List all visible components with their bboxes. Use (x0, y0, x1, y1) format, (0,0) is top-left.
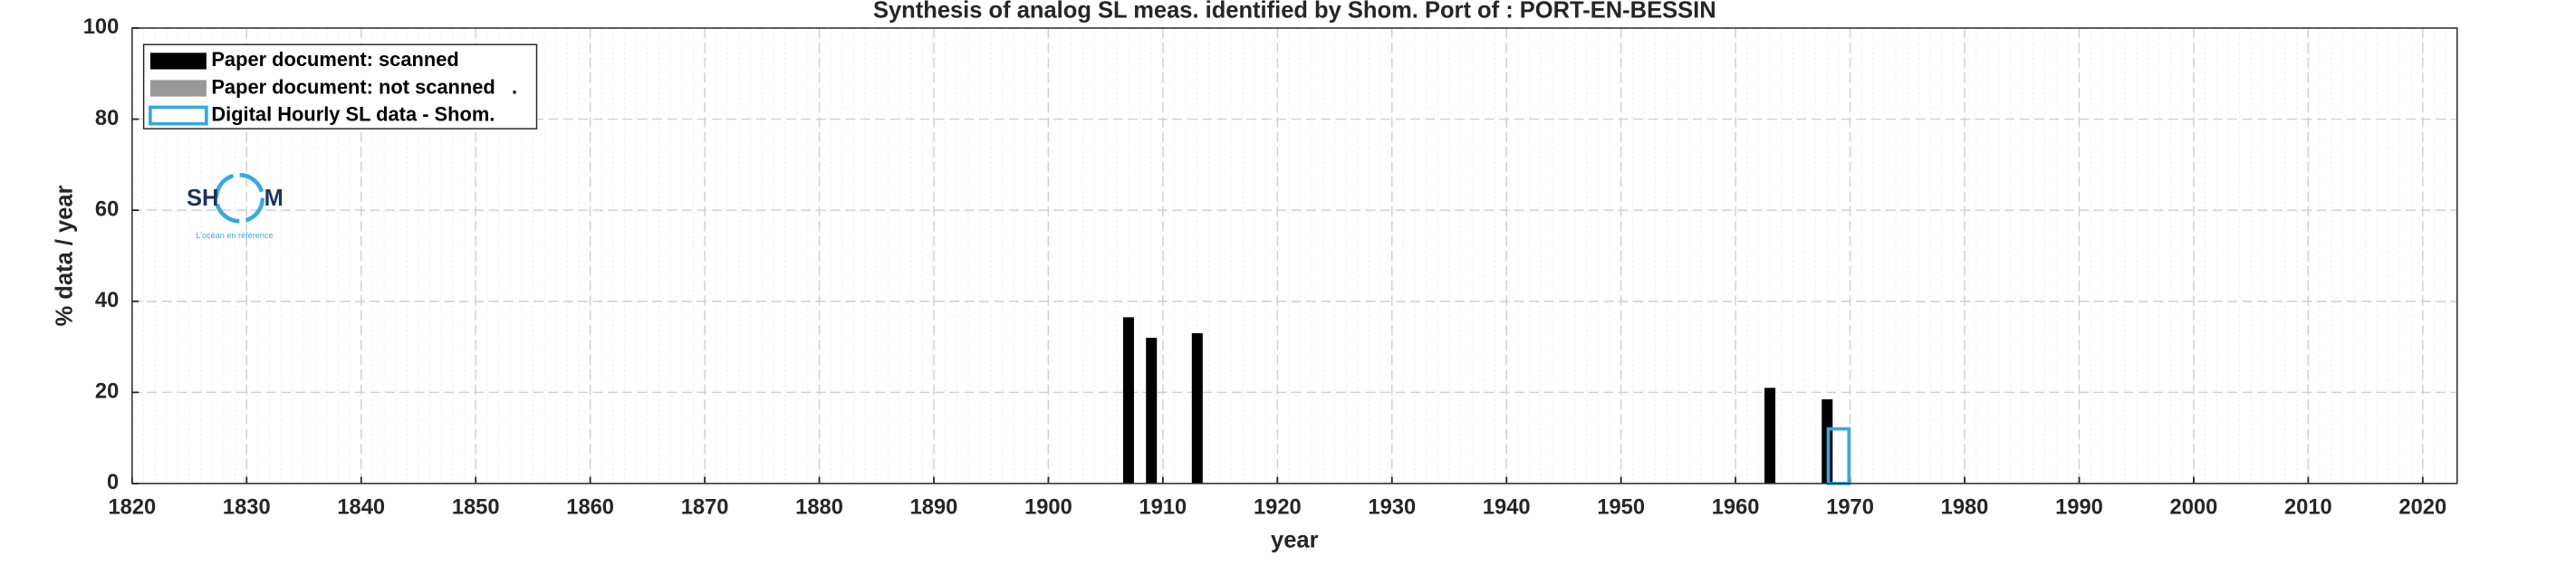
bar (1191, 332, 1203, 484)
x-tick-label: 2010 (2284, 495, 2332, 519)
x-tick-label: 1950 (1597, 495, 1645, 519)
x-tick-label: 1900 (1024, 495, 1072, 519)
logo: SH M L'océan en référence (187, 172, 284, 240)
x-tick-label: 2000 (2170, 495, 2218, 519)
bar (1122, 317, 1134, 484)
chart-title: Synthesis of analog SL meas. identified … (873, 0, 1716, 23)
legend-swatch (149, 53, 207, 70)
y-axis-label: % data / year (53, 185, 78, 326)
y-tick-label: 40 (95, 289, 119, 312)
x-tick-label: 1840 (337, 495, 385, 519)
x-tick-label: 2020 (2398, 495, 2446, 519)
x-tick-label: 1910 (1139, 495, 1187, 519)
legend: Paper document: scanned Paper document: n… (142, 43, 538, 130)
x-tick-label: 1890 (910, 495, 958, 519)
x-tick-label: 1980 (1941, 495, 1989, 519)
x-tick-label: 1940 (1483, 495, 1531, 519)
x-tick-label: 1860 (566, 495, 614, 519)
y-tick-label: 0 (107, 471, 119, 494)
x-tick-label: 1920 (1254, 495, 1302, 519)
x-tick-label: 1930 (1368, 495, 1416, 519)
x-axis-label: year (1271, 527, 1319, 552)
legend-label: Paper document: scanned (211, 48, 458, 71)
legend-swatch (149, 80, 207, 97)
bar (1764, 388, 1776, 484)
y-tick-label: 60 (95, 197, 119, 221)
x-tick-label: 1820 (108, 495, 156, 519)
x-tick-label: 1850 (452, 495, 500, 519)
legend-label: Paper document: not scanned . (211, 75, 517, 98)
bar (1146, 337, 1158, 484)
logo-text: SH (187, 186, 218, 211)
axes-box (131, 27, 2458, 484)
x-tick-label: 1960 (1712, 495, 1760, 519)
logo-text: M (264, 186, 284, 211)
legend-swatch (149, 105, 208, 126)
x-tick-label: 1880 (795, 495, 843, 519)
legend-label: Digital Hourly SL data - Shom. (211, 102, 495, 125)
y-tick-label: 80 (95, 107, 119, 130)
x-tick-label: 1970 (1826, 495, 1874, 519)
logo-ring (214, 172, 265, 224)
x-tick-label: 1990 (2055, 495, 2103, 519)
y-tick-label: 20 (95, 380, 119, 404)
legend-box (142, 43, 538, 130)
x-tick-label: 1830 (223, 495, 271, 519)
logo-tagline: L'océan en référence (196, 231, 273, 240)
x-tick-label: 1870 (681, 495, 729, 519)
y-tick-label: 100 (83, 15, 120, 39)
